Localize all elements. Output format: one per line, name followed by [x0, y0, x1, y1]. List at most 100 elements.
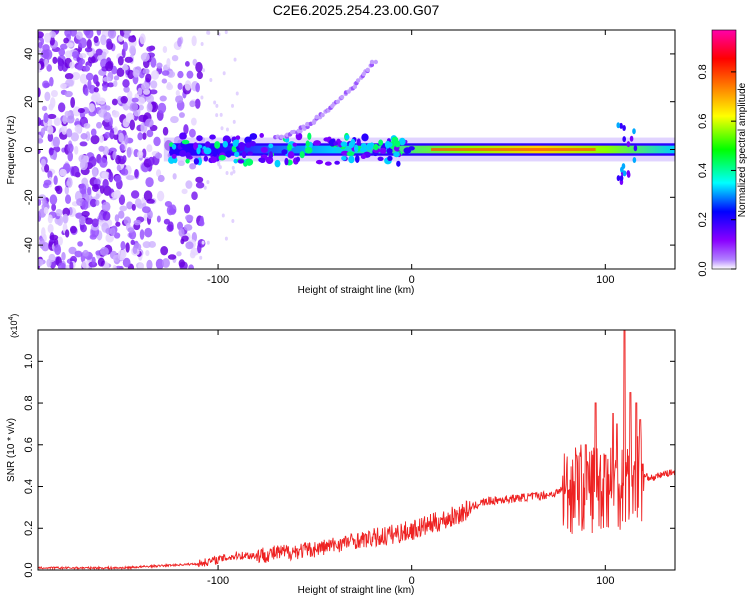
band-blob [394, 140, 401, 148]
band-blob [377, 156, 384, 161]
noise-blob [113, 133, 119, 140]
noise-blob [83, 122, 91, 129]
band-blob [295, 156, 301, 162]
noise-blob [137, 87, 143, 96]
noise-blob [47, 125, 54, 135]
band-blob [196, 135, 203, 142]
heatmap-y-tick-label: -40 [23, 237, 35, 253]
noise-blob [49, 234, 59, 241]
colorbar-tick-label: 0.6 [697, 114, 709, 129]
noise-blob [119, 205, 128, 212]
noise-dot [202, 68, 206, 73]
noise-blob [93, 35, 99, 44]
noise-blob [105, 61, 114, 72]
noise-blob [183, 204, 191, 214]
noise-blob [64, 229, 70, 238]
band-blob [396, 160, 401, 167]
branch-blob [298, 128, 303, 134]
noise-dot [199, 255, 203, 260]
band-blob [304, 146, 313, 154]
band-blob [340, 141, 348, 147]
noise-blob [95, 193, 100, 200]
band-blob [249, 140, 256, 147]
noise-dot [232, 169, 236, 174]
noise-blob [52, 136, 60, 148]
noise-blob [125, 242, 130, 253]
noise-blob [93, 87, 99, 93]
band-blob [360, 143, 367, 148]
heatmap-panel: -100 0 100 -40 -20 0 20 40 Height of straight … [6, 29, 676, 296]
colorbar-ticks: 0.0 0.2 0.4 0.6 0.8 [697, 64, 736, 277]
noise-blob [79, 73, 88, 84]
noise-blob [143, 190, 153, 202]
band-blob [204, 141, 211, 148]
noise-blob [64, 110, 71, 117]
band-hot [431, 148, 596, 151]
noise-blob [141, 148, 147, 159]
noise-blob [99, 157, 108, 168]
noise-blob [167, 254, 177, 260]
spike-blob [616, 175, 621, 182]
noise-blob [166, 81, 172, 89]
noise-blob [123, 30, 132, 35]
noise-blob [53, 175, 58, 186]
noise-blob [79, 58, 86, 65]
noise-blob [47, 214, 53, 224]
noise-blob [39, 237, 45, 249]
noise-blob [49, 97, 56, 109]
band-blob [259, 157, 266, 164]
noise-blob [61, 251, 66, 261]
snr-y-tick-label: 0.6 [23, 437, 35, 452]
band-blob [333, 141, 338, 146]
noise-blob [109, 227, 116, 237]
noise-dot [224, 236, 228, 241]
spike-blob [622, 136, 627, 143]
noise-blob [123, 63, 128, 71]
noise-blob [92, 166, 98, 178]
noise-blob [118, 194, 126, 206]
band-blob [353, 144, 359, 153]
noise-blob [100, 246, 109, 256]
noise-blob [80, 132, 88, 140]
noise-blob [46, 64, 52, 72]
snr-multiplier-exp: 4 [8, 316, 15, 320]
noise-blob [157, 102, 167, 114]
branch-blob [320, 112, 325, 118]
spike-blob [621, 163, 626, 170]
noise-blob [44, 91, 51, 102]
noise-blob [74, 145, 79, 155]
band-blob [281, 149, 288, 155]
noise-blob [183, 124, 189, 135]
noise-blob [137, 132, 143, 141]
noise-blob [122, 79, 130, 88]
noise-blob [195, 181, 205, 189]
noise-blob [82, 249, 89, 257]
noise-dot [230, 171, 234, 176]
noise-blob [52, 56, 58, 64]
noise-blob [175, 95, 184, 104]
band-blob [196, 147, 201, 155]
noise-blob [177, 70, 184, 79]
band-blob [249, 133, 258, 140]
noise-blob [48, 147, 54, 156]
noise-blob [142, 215, 149, 222]
noise-blob [150, 57, 157, 68]
noise-blob [177, 160, 185, 167]
band-blob [360, 154, 367, 160]
noise-blob [49, 30, 57, 38]
band-blob [209, 134, 216, 140]
noise-blob [57, 57, 63, 64]
noise-blob [89, 198, 97, 208]
noise-blob [64, 72, 74, 80]
noise-blob [113, 232, 121, 239]
noise-blob [127, 69, 135, 80]
noise-blob [40, 158, 46, 167]
noise-blob [112, 254, 121, 262]
noise-blob [132, 245, 138, 255]
noise-blob [91, 218, 99, 228]
snr-background [38, 330, 675, 570]
noise-blob [86, 38, 92, 50]
noise-blob [157, 174, 165, 183]
noise-blob [137, 97, 146, 105]
noise-dot [203, 185, 207, 190]
